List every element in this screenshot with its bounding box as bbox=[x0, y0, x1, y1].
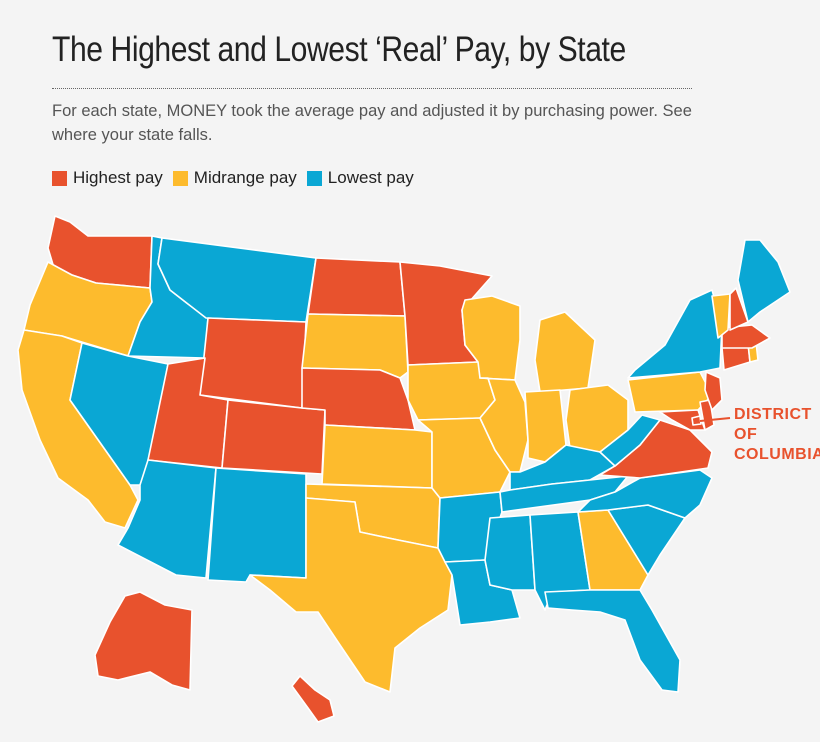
legend-label-mid: Midrange pay bbox=[193, 168, 297, 187]
title-divider bbox=[52, 88, 692, 89]
legend-label-low: Lowest pay bbox=[327, 168, 414, 187]
legend-label-high: Highest pay bbox=[73, 168, 163, 187]
state-colorado bbox=[221, 399, 326, 475]
legend-swatch-high bbox=[52, 170, 67, 186]
state-new-mexico bbox=[207, 467, 307, 583]
state-north-carolina bbox=[577, 469, 713, 519]
dc-callout-label: DISTRICT OF COLUMBIA bbox=[734, 406, 820, 463]
legend-item-low: Lowest pay bbox=[306, 168, 414, 188]
state-vermont bbox=[711, 293, 731, 339]
state-new-york bbox=[627, 289, 723, 379]
legend: Highest pay Midrange pay Lowest pay bbox=[52, 168, 424, 188]
legend-item-high: Highest pay bbox=[52, 168, 163, 188]
legend-swatch-low bbox=[306, 170, 322, 186]
state-alaska bbox=[94, 591, 193, 691]
legend-swatch-mid bbox=[172, 170, 188, 186]
state-wyoming bbox=[199, 317, 307, 409]
state-district-of-columbia bbox=[691, 415, 702, 426]
legend-item-mid: Midrange pay bbox=[172, 168, 297, 188]
state-hawaii bbox=[291, 675, 335, 723]
state-kansas bbox=[321, 424, 433, 489]
state-west-virginia bbox=[599, 414, 661, 467]
state-michigan bbox=[534, 311, 596, 393]
dc-callout-leader bbox=[699, 417, 731, 422]
state-new-jersey bbox=[704, 371, 723, 411]
state-massachusetts bbox=[721, 324, 771, 349]
state-pennsylvania bbox=[627, 371, 713, 413]
state-florida bbox=[544, 589, 681, 693]
state-texas bbox=[249, 497, 453, 693]
map-title: The Highest and Lowest ‘Real’ Pay, by St… bbox=[52, 30, 626, 69]
state-north-dakota bbox=[307, 257, 406, 317]
map-subtitle: For each state, MONEY took the average p… bbox=[52, 102, 692, 144]
state-mississippi bbox=[484, 514, 536, 591]
state-maine bbox=[737, 239, 791, 323]
